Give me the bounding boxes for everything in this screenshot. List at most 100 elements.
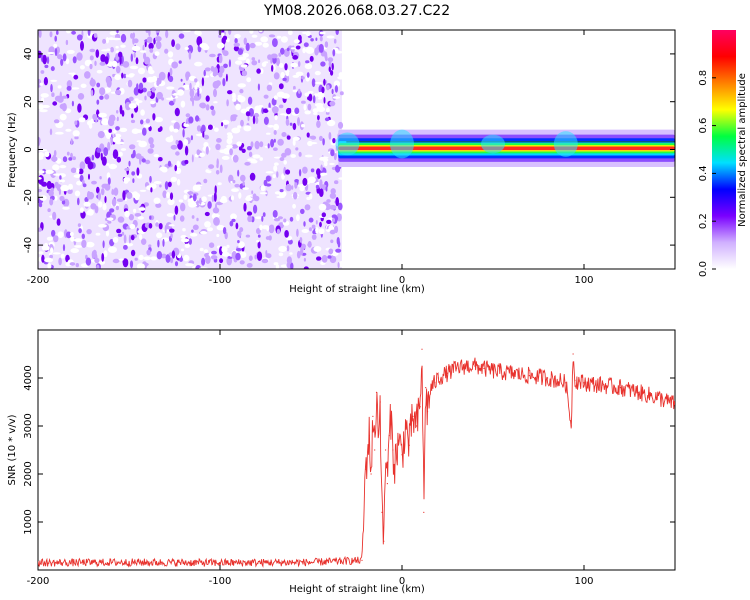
snr-y-ticks: 1000 2000 3000 4000 <box>23 365 675 535</box>
noise-speckle <box>113 187 119 196</box>
noise-speckle <box>207 227 213 232</box>
noise-speckle <box>205 104 210 111</box>
noise-speckle <box>109 31 117 36</box>
noise-speckle <box>38 152 45 158</box>
noise-speckle <box>270 53 278 59</box>
noise-speckle <box>41 245 50 251</box>
noise-speckle <box>143 256 152 261</box>
noise-speckle <box>56 30 59 35</box>
noise-speckle <box>271 64 274 72</box>
snr-data-point <box>619 387 622 389</box>
noise-speckle <box>131 171 136 176</box>
noise-speckle <box>294 181 298 189</box>
noise-speckle <box>288 108 292 114</box>
noise-speckle <box>301 229 309 233</box>
noise-speckle <box>171 61 179 69</box>
colorbar-tick-label: 0.4 <box>698 165 709 181</box>
noise-speckle <box>259 192 268 195</box>
snr-data-point <box>370 473 372 475</box>
noise-speckle <box>136 263 145 269</box>
noise-speckle <box>117 233 123 237</box>
noise-speckle <box>38 251 44 255</box>
noise-speckle <box>300 208 305 215</box>
noise-speckle <box>94 253 98 262</box>
noise-speckle <box>132 149 136 158</box>
noise-speckle <box>99 87 106 96</box>
noise-speckle <box>249 30 254 34</box>
noise-speckle <box>120 148 127 151</box>
noise-speckle <box>57 54 63 60</box>
noise-speckle <box>260 36 269 43</box>
noise-speckle <box>190 204 198 207</box>
noise-speckle <box>311 234 317 240</box>
noise-speckle <box>90 89 94 97</box>
noise-speckle <box>95 113 98 123</box>
signal-bump <box>390 129 414 159</box>
noise-speckle <box>175 43 181 50</box>
noise-speckle <box>168 100 175 106</box>
noise-speckle <box>132 37 135 45</box>
snr-data-point <box>219 562 221 564</box>
noise-speckle <box>259 224 263 231</box>
snr-data-point <box>374 449 376 451</box>
noise-speckle <box>296 214 300 222</box>
noise-speckle <box>317 173 321 179</box>
noise-speckle <box>195 184 203 187</box>
snr-data-point <box>574 379 576 381</box>
snr-data-point <box>572 353 574 355</box>
noise-speckle <box>180 248 185 252</box>
noise-speckle <box>150 100 156 105</box>
noise-speckle <box>108 128 112 133</box>
snr-data-point <box>405 425 407 427</box>
noise-speckle <box>289 122 293 126</box>
snr-data-point <box>510 372 512 374</box>
noise-speckle <box>278 190 287 198</box>
noise-speckle <box>211 109 216 116</box>
noise-speckle <box>77 197 80 206</box>
noise-speckle <box>121 231 125 236</box>
noise-speckle <box>101 183 109 189</box>
noise-speckle <box>261 258 269 264</box>
noise-speckle <box>167 181 172 188</box>
noise-speckle <box>337 262 340 269</box>
noise-speckle <box>108 163 118 170</box>
noise-speckle <box>314 47 319 56</box>
noise-speckle <box>216 138 222 143</box>
noise-speckle <box>192 224 199 231</box>
noise-speckle <box>139 156 142 165</box>
noise-speckle <box>338 72 344 78</box>
noise-speckle <box>139 234 143 240</box>
noise-speckle <box>149 175 152 183</box>
noise-speckle <box>215 170 220 175</box>
noise-speckle <box>159 184 162 188</box>
noise-speckle <box>273 95 278 100</box>
noise-speckle <box>121 110 125 117</box>
noise-speckle <box>123 177 131 183</box>
snr-x-label: Height of straight line (km) <box>289 584 425 595</box>
noise-speckle <box>249 172 256 181</box>
noise-speckle <box>238 192 242 199</box>
noise-speckle <box>248 151 253 157</box>
noise-speckle <box>310 168 315 173</box>
noise-speckle <box>319 188 324 197</box>
noise-speckle <box>70 248 79 254</box>
noise-speckle <box>276 195 285 199</box>
noise-speckle <box>171 250 176 259</box>
noise-speckle <box>280 71 285 79</box>
noise-speckle <box>62 156 68 163</box>
noise-speckle <box>332 96 341 99</box>
noise-speckle <box>304 204 311 211</box>
noise-speckle <box>185 113 191 118</box>
snr-data-point <box>474 365 476 367</box>
noise-speckle <box>324 41 329 48</box>
noise-speckle <box>174 164 177 172</box>
noise-speckle <box>200 127 203 133</box>
snr-y-tick-label: 3000 <box>23 413 34 438</box>
noise-speckle <box>109 208 115 213</box>
noise-speckle <box>321 255 328 263</box>
noise-speckle <box>329 192 337 199</box>
noise-speckle <box>175 139 179 145</box>
noise-speckle <box>161 97 165 101</box>
noise-speckle <box>198 152 206 157</box>
noise-speckle <box>292 122 297 131</box>
